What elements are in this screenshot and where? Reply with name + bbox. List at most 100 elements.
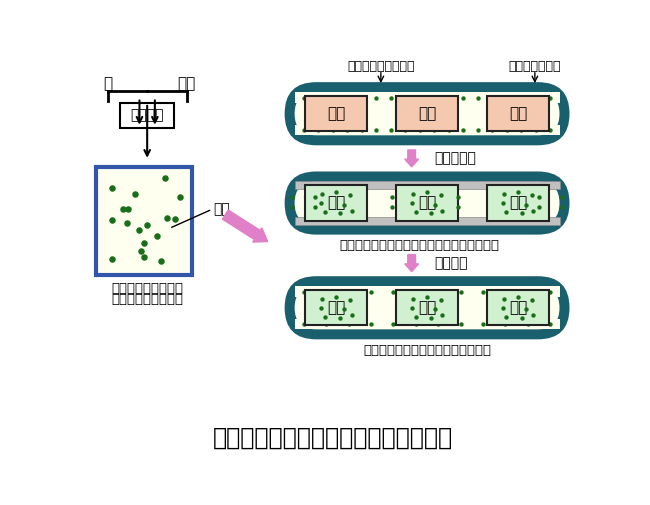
FancyBboxPatch shape [294, 181, 560, 225]
Point [433, 320, 443, 328]
Point [473, 93, 483, 102]
Point [526, 296, 537, 304]
Point [317, 190, 328, 198]
Point [487, 93, 497, 102]
Point [123, 206, 133, 214]
Point [501, 208, 512, 216]
Point [408, 294, 419, 302]
Point [118, 205, 128, 213]
FancyArrow shape [405, 150, 419, 167]
Point [170, 215, 180, 223]
Point [298, 126, 309, 134]
Point [316, 199, 326, 207]
Point [437, 312, 448, 320]
Point [387, 193, 398, 201]
Point [162, 214, 172, 222]
Text: 食材: 食材 [418, 106, 436, 121]
Point [135, 247, 146, 255]
Point [411, 320, 421, 328]
Point [321, 287, 332, 295]
Point [545, 287, 556, 295]
Point [319, 313, 330, 321]
Point [142, 221, 152, 229]
Point [429, 126, 439, 134]
Point [534, 193, 544, 201]
Point [523, 287, 533, 295]
Point [139, 254, 150, 262]
Point [500, 320, 511, 328]
Point [501, 313, 512, 321]
Point [335, 314, 345, 322]
Point [502, 126, 512, 134]
Point [516, 93, 526, 102]
Point [328, 93, 338, 102]
Point [357, 93, 367, 102]
Point [545, 126, 556, 134]
Point [426, 314, 436, 322]
Point [107, 184, 118, 192]
Point [139, 239, 150, 247]
Point [175, 192, 185, 200]
Text: 食材: 食材 [418, 195, 436, 211]
Text: 酵素液保水状態: 酵素液保水状態 [508, 60, 561, 73]
Bar [96, 167, 192, 275]
Bar [396, 290, 458, 326]
Point [500, 287, 511, 295]
Point [458, 93, 469, 102]
Point [545, 93, 556, 102]
Point [430, 305, 440, 313]
Point [343, 320, 354, 328]
Point [346, 207, 357, 215]
Point [429, 93, 439, 102]
Point [487, 126, 497, 134]
Point [456, 320, 466, 328]
Bar [306, 185, 367, 221]
Point [107, 216, 117, 224]
Point [339, 200, 349, 209]
Point [130, 190, 140, 198]
FancyBboxPatch shape [285, 82, 569, 145]
Bar [294, 125, 560, 135]
Text: 食材: 食材 [418, 300, 436, 315]
Point [135, 226, 145, 234]
Point [388, 287, 398, 295]
Point [331, 293, 341, 301]
Point [530, 126, 541, 134]
FancyBboxPatch shape [294, 286, 560, 329]
Point [371, 93, 382, 102]
Point [422, 293, 432, 301]
Point [410, 313, 421, 321]
Point [530, 93, 541, 102]
Point [497, 199, 508, 207]
Text: 常圧復帰: 常圧復帰 [435, 256, 468, 270]
Text: 酵素: 酵素 [214, 202, 231, 216]
Point [287, 203, 298, 211]
FancyBboxPatch shape [294, 92, 560, 135]
Point [513, 293, 523, 301]
Bar [306, 290, 367, 326]
Point [366, 287, 376, 295]
Point [415, 126, 425, 134]
Point [521, 305, 531, 313]
Point [523, 320, 533, 328]
Text: 減圧／加圧すると基材内の酵素液がしみ出る: 減圧／加圧すると基材内の酵素液がしみ出る [339, 239, 499, 252]
Point [517, 209, 527, 217]
Text: 減圧／加圧: 減圧／加圧 [435, 152, 476, 166]
Point [513, 188, 523, 196]
FancyBboxPatch shape [285, 172, 569, 235]
Point [526, 191, 537, 199]
Point [458, 126, 469, 134]
Point [339, 305, 349, 313]
Point [452, 203, 463, 211]
Text: 袋に投入: 袋に投入 [131, 108, 164, 122]
Point [343, 287, 354, 295]
Bar [396, 96, 458, 131]
Bar [294, 181, 560, 189]
Text: 基材：酵素保持基材: 基材：酵素保持基材 [347, 60, 415, 73]
Text: 水: 水 [103, 76, 112, 91]
Point [317, 294, 328, 302]
Point [342, 93, 352, 102]
Point [316, 304, 326, 312]
Bar [487, 290, 549, 326]
Point [371, 126, 382, 134]
